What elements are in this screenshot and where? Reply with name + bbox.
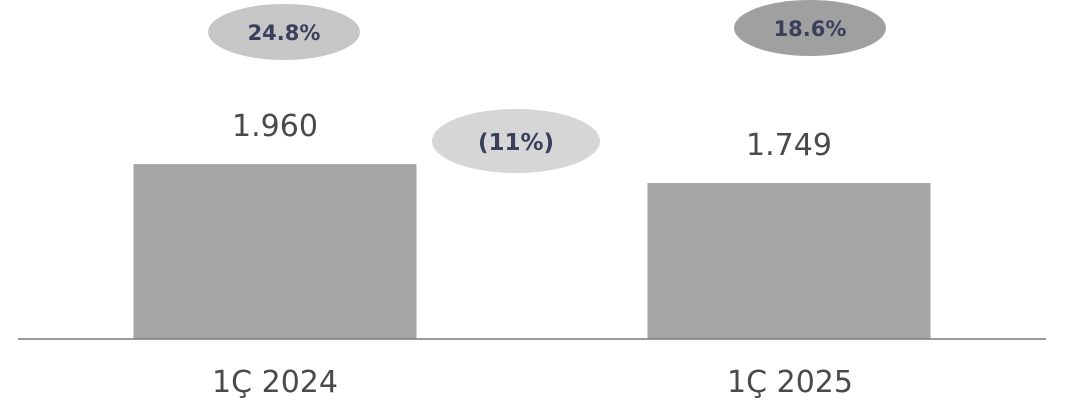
bar-1q-2024	[133, 164, 417, 339]
value-label-1q-2024: 1.960	[232, 109, 318, 144]
value-label-1q-2025: 1.749	[746, 128, 832, 163]
margin-label-1q-2024: 24.8%	[248, 21, 321, 45]
change-pill	[432, 109, 600, 173]
bar-1q-2025	[647, 182, 931, 339]
category-label-1q-2024: 1Ç 2024	[212, 365, 338, 400]
category-label-1q-2025: 1Ç 2025	[727, 365, 853, 400]
margin-label-1q-2025: 18.6%	[774, 17, 847, 41]
change-label: (11%)	[478, 130, 554, 156]
margin-pill-1q-2025	[734, 0, 886, 56]
margin-pill-1q-2024	[208, 4, 360, 60]
